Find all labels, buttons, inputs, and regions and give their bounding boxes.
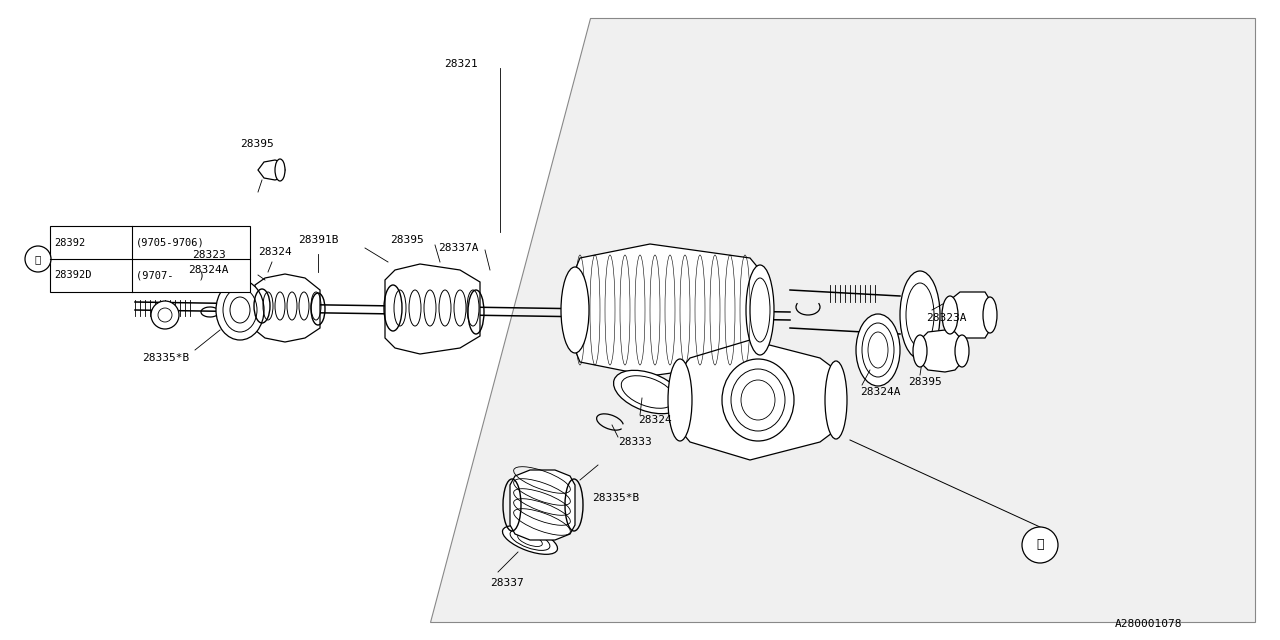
Circle shape bbox=[26, 246, 51, 272]
Polygon shape bbox=[259, 160, 285, 180]
Text: ①: ① bbox=[1037, 538, 1043, 552]
Text: (9707-    ): (9707- ) bbox=[136, 271, 205, 280]
Polygon shape bbox=[920, 330, 963, 372]
Ellipse shape bbox=[722, 359, 794, 441]
Circle shape bbox=[157, 308, 172, 322]
Text: 28324: 28324 bbox=[259, 247, 292, 257]
Ellipse shape bbox=[503, 525, 558, 554]
Text: 28324: 28324 bbox=[637, 415, 672, 425]
Text: 28324A: 28324A bbox=[188, 265, 229, 275]
Text: 28392: 28392 bbox=[54, 237, 86, 248]
Ellipse shape bbox=[517, 534, 543, 547]
Text: 28391B: 28391B bbox=[298, 235, 338, 245]
Ellipse shape bbox=[509, 530, 550, 550]
Text: 28335*B: 28335*B bbox=[142, 353, 189, 363]
Text: 28395: 28395 bbox=[241, 139, 274, 149]
Text: 28395: 28395 bbox=[908, 377, 942, 387]
Ellipse shape bbox=[868, 332, 888, 368]
Ellipse shape bbox=[230, 297, 250, 323]
Text: 28337: 28337 bbox=[490, 578, 524, 588]
Ellipse shape bbox=[746, 265, 774, 355]
Ellipse shape bbox=[983, 297, 997, 333]
Circle shape bbox=[151, 301, 179, 329]
Text: 28333: 28333 bbox=[618, 437, 652, 447]
Bar bbox=[50, 226, 250, 292]
Ellipse shape bbox=[861, 323, 893, 377]
Polygon shape bbox=[575, 244, 760, 376]
Polygon shape bbox=[950, 292, 989, 338]
Polygon shape bbox=[255, 274, 320, 342]
Text: (9705-9706): (9705-9706) bbox=[136, 237, 205, 248]
Ellipse shape bbox=[275, 159, 285, 181]
Ellipse shape bbox=[561, 267, 589, 353]
Ellipse shape bbox=[621, 376, 675, 408]
Text: 28395: 28395 bbox=[390, 235, 424, 245]
Ellipse shape bbox=[731, 369, 785, 431]
Text: 28337A: 28337A bbox=[438, 243, 479, 253]
Polygon shape bbox=[430, 18, 1254, 622]
Ellipse shape bbox=[741, 380, 774, 420]
Text: 28323A: 28323A bbox=[925, 313, 966, 323]
Text: A280001078: A280001078 bbox=[1115, 619, 1181, 629]
Polygon shape bbox=[680, 340, 836, 460]
Text: 28323: 28323 bbox=[192, 250, 225, 260]
Ellipse shape bbox=[955, 335, 969, 367]
Ellipse shape bbox=[826, 361, 847, 439]
Ellipse shape bbox=[856, 314, 900, 386]
Ellipse shape bbox=[906, 283, 934, 347]
Text: ①: ① bbox=[35, 254, 41, 264]
Circle shape bbox=[1021, 527, 1059, 563]
Ellipse shape bbox=[750, 278, 771, 342]
Text: 28321: 28321 bbox=[444, 59, 477, 69]
Text: 28335*B: 28335*B bbox=[591, 493, 639, 503]
Text: 28392D: 28392D bbox=[54, 271, 91, 280]
Ellipse shape bbox=[613, 371, 682, 413]
Polygon shape bbox=[385, 264, 480, 354]
Ellipse shape bbox=[942, 296, 957, 334]
Ellipse shape bbox=[900, 271, 940, 359]
Text: 28324A: 28324A bbox=[860, 387, 901, 397]
Ellipse shape bbox=[913, 335, 927, 367]
Ellipse shape bbox=[216, 280, 264, 340]
Ellipse shape bbox=[668, 359, 692, 441]
Polygon shape bbox=[509, 470, 575, 540]
Ellipse shape bbox=[223, 288, 257, 332]
